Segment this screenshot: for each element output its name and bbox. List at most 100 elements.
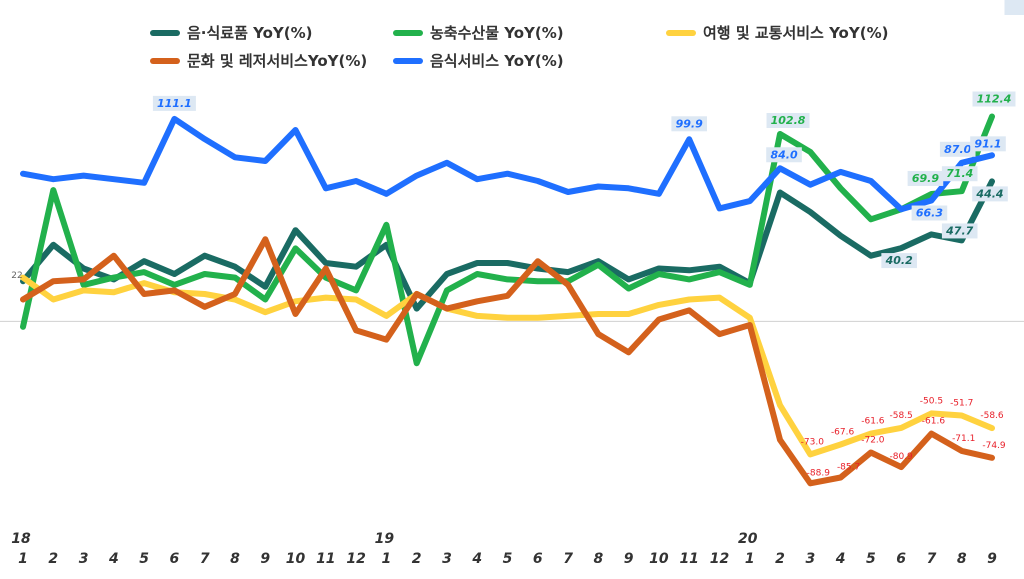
data-label: 66.3 xyxy=(916,207,943,220)
x-tick-label: 2 xyxy=(412,551,422,567)
data-label-bg xyxy=(911,205,948,221)
x-tick-label: 8 xyxy=(957,551,967,567)
x-tick-label: 3 xyxy=(805,551,815,567)
x-tick-label: 2 xyxy=(48,551,58,567)
data-label: 47.7 xyxy=(945,224,973,237)
legend-label-agri: 농축수산물 YoY(%) xyxy=(430,24,564,42)
data-label: -51.7 xyxy=(950,399,973,409)
x-tick-label: 1 xyxy=(18,551,28,567)
x-tick-label: 5 xyxy=(503,551,513,567)
legend-swatch-culture xyxy=(150,57,180,64)
x-tick-label: 8 xyxy=(230,551,240,567)
data-label: -58.5 xyxy=(890,411,913,421)
data-label: -85.7 xyxy=(837,462,860,472)
x-tick-label: 7 xyxy=(200,551,210,567)
x-tick-label: 6 xyxy=(170,551,180,567)
data-label-bg xyxy=(941,166,978,182)
legend-swatch-food xyxy=(150,29,180,36)
data-label: 112.4 xyxy=(977,93,1012,106)
x-tick-label: 8 xyxy=(593,551,603,567)
data-label-bg xyxy=(671,116,707,132)
data-label: -73.0 xyxy=(801,437,825,447)
legend-label-culture: 문화 및 레저서비스YoY(%) xyxy=(187,52,368,70)
legend: 음·식료품 YoY(%) 농축수산물 YoY(%) 여행 및 교통서비스 YoY… xyxy=(0,0,1024,80)
legend-label-dining: 음식서비스 YoY(%) xyxy=(430,52,564,70)
data-label: 71.4 xyxy=(946,167,973,180)
data-label: -72.0 xyxy=(861,436,885,446)
x-tick-label: 9 xyxy=(260,551,270,567)
x-year-label: 19 xyxy=(375,531,395,547)
data-label: 69.9 xyxy=(912,172,939,185)
data-label: -61.6 xyxy=(861,417,885,427)
x-tick-label: 9 xyxy=(624,551,634,567)
legend-swatch-travel xyxy=(666,29,696,36)
data-label: -58.6 xyxy=(980,411,1004,421)
legend-label-food: 음·식료품 YoY(%) xyxy=(187,24,313,42)
x-tick-label: 4 xyxy=(471,551,482,567)
x-axis: 1 2 3 4 5 6 7 8 9 10 11 12 1 2 3 4 5 6 7 8 9 10 11 12 1 2 3 4 5 6 7 8 91… xyxy=(11,531,997,567)
x-tick-label: 7 xyxy=(563,551,573,567)
legend-swatch-agri xyxy=(393,29,423,36)
data-label: 87.0 xyxy=(944,143,971,156)
data-label: 111.1 xyxy=(157,97,192,110)
x-tick-label: 9 xyxy=(987,551,997,567)
data-label: -67.6 xyxy=(831,428,855,438)
data-label-bg xyxy=(941,223,978,239)
x-tick-label: 1 xyxy=(382,551,392,567)
data-label-layer: 22 40.2 47.7 44.4 76.8 102.8 69.9 71.4 112.4 -73.… xyxy=(11,0,1024,478)
x-tick-label: 1 xyxy=(745,551,755,567)
x-tick-label: 2 xyxy=(775,551,785,567)
series-layer xyxy=(20,113,995,487)
data-label: 91.1 xyxy=(974,137,1001,150)
legend-item-agri: 농축수산물 YoY(%) xyxy=(393,22,564,43)
x-year-label: 18 xyxy=(11,531,31,547)
x-tick-label: 11 xyxy=(679,551,698,567)
x-year-label: 20 xyxy=(738,531,758,547)
legend-item-culture: 문화 및 레저서비스YoY(%) xyxy=(150,50,367,71)
data-label: 40.2 xyxy=(885,254,913,267)
data-label-bg xyxy=(970,136,1006,152)
data-label: -74.9 xyxy=(982,441,1006,451)
data-label: 99.9 xyxy=(676,117,703,130)
data-label: 22 xyxy=(11,271,22,281)
data-label: 76.8 xyxy=(1009,0,1024,3)
legend-label-travel: 여행 및 교통서비스 YoY(%) xyxy=(703,24,889,42)
legend-item-travel: 여행 및 교통서비스 YoY(%) xyxy=(666,22,888,43)
data-label-bg xyxy=(152,95,196,111)
data-label-bg xyxy=(881,253,917,269)
legend-item-dining: 음식서비스 YoY(%) xyxy=(393,50,564,71)
data-label: -61.6 xyxy=(922,417,946,427)
data-label: -88.9 xyxy=(807,468,831,478)
x-tick-label: 6 xyxy=(896,551,906,567)
data-label: 84.0 xyxy=(770,148,797,161)
legend-swatch-dining xyxy=(393,57,423,64)
data-label-bg xyxy=(766,147,802,163)
x-tick-label: 4 xyxy=(835,551,846,567)
data-label: -50.5 xyxy=(920,396,943,406)
data-label: -80.9 xyxy=(890,452,914,462)
x-tick-label: 7 xyxy=(927,551,937,567)
x-tick-label: 3 xyxy=(442,551,452,567)
series-line-0 xyxy=(20,178,995,312)
x-tick-label: 5 xyxy=(866,551,876,567)
x-tick-label: 10 xyxy=(649,551,669,567)
data-label-bg xyxy=(972,186,1008,202)
x-tick-label: 5 xyxy=(139,551,149,567)
data-label: -71.1 xyxy=(952,434,975,444)
data-label: 102.8 xyxy=(771,114,806,127)
data-label: 44.4 xyxy=(975,187,1003,200)
x-tick-label: 3 xyxy=(79,551,89,567)
series-line-3 xyxy=(20,236,995,487)
data-label-bg xyxy=(1004,0,1024,15)
data-label-bg xyxy=(939,141,976,157)
x-tick-label: 10 xyxy=(286,551,306,567)
data-label-bg xyxy=(972,91,1016,107)
x-tick-label: 11 xyxy=(316,551,335,567)
x-tick-label: 12 xyxy=(710,551,729,567)
data-label-bg xyxy=(766,113,810,129)
x-tick-label: 4 xyxy=(108,551,119,567)
legend-item-food: 음·식료품 YoY(%) xyxy=(150,22,313,43)
x-tick-label: 12 xyxy=(346,551,365,567)
x-tick-label: 6 xyxy=(533,551,543,567)
